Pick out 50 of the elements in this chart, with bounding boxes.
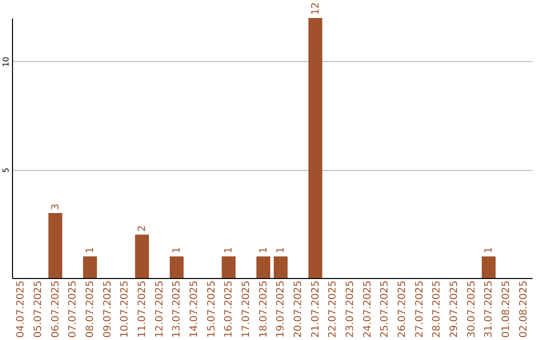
data-label: 2	[137, 225, 148, 232]
bar	[48, 213, 62, 278]
x-tick-label: 02.08.2025	[518, 280, 530, 338]
x-tick-label: 19.07.2025	[276, 280, 287, 338]
x-tick-label: 26.07.2025	[397, 280, 408, 338]
bar	[135, 234, 149, 278]
x-tick-label: 05.07.2025	[33, 280, 44, 338]
x-tick-label: 25.07.2025	[380, 280, 391, 338]
x-tick-label: 20.07.2025	[293, 280, 304, 338]
x-tick-label: 18.07.2025	[258, 280, 270, 338]
x-tick-label: 31.07.2025	[484, 280, 495, 338]
x-tick-label: 29.07.2025	[449, 280, 460, 338]
bar	[170, 256, 184, 278]
x-tick-label: 28.07.2025	[432, 280, 443, 338]
data-label: 1	[172, 246, 183, 254]
data-label: 1	[484, 246, 495, 254]
bar	[256, 256, 270, 278]
x-tick-label: 16.07.2025	[224, 280, 235, 338]
bar	[83, 256, 97, 278]
bar	[274, 256, 288, 278]
y-tick-label: 5	[2, 168, 10, 173]
x-tick-label: 17.07.2025	[241, 280, 252, 338]
data-label: 1	[276, 246, 287, 254]
x-tick-label: 21.07.2025	[310, 280, 322, 338]
data-label: 1	[85, 246, 96, 254]
x-tick-label: 24.07.2025	[362, 280, 374, 338]
bar	[308, 18, 322, 278]
bar	[482, 256, 496, 278]
x-tick-label: 12.07.2025	[154, 280, 166, 338]
x-tick-label: 11.07.2025	[137, 280, 148, 338]
data-label: 3	[50, 204, 62, 210]
x-tick-label: 14.07.2025	[189, 280, 200, 338]
y-tick-label: 10	[2, 56, 10, 67]
x-tick-label: 30.07.2025	[466, 280, 478, 338]
x-tick-label: 22.07.2025	[328, 280, 339, 338]
x-tick-label: 13.07.2025	[172, 280, 183, 338]
x-tick-label: 01.08.2025	[501, 280, 512, 338]
data-label: 12	[310, 2, 322, 15]
x-tick-label: 27.07.2025	[414, 280, 426, 338]
x-tick-label: 04.07.2025	[16, 280, 27, 338]
x-tick-label: 15.07.2025	[206, 280, 218, 338]
x-tick-label: 10.07.2025	[120, 280, 131, 338]
data-label: 1	[224, 246, 235, 254]
bar	[222, 256, 236, 278]
x-tick-label: 08.07.2025	[85, 280, 96, 338]
x-tick-label: 07.07.2025	[68, 280, 79, 338]
x-tick-label: 09.07.2025	[102, 280, 114, 338]
x-tick-label: 06.07.2025	[50, 280, 62, 338]
data-label: 1	[258, 246, 270, 254]
x-tick-label: 23.07.2025	[345, 280, 356, 338]
